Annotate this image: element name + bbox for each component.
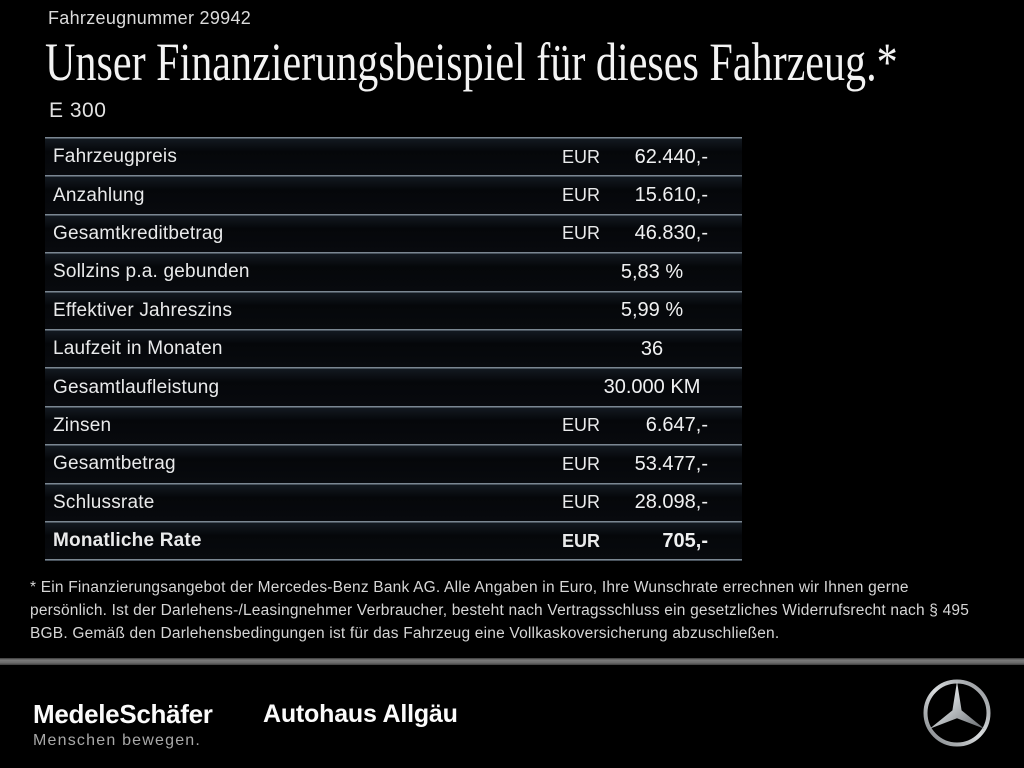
- row-value-cell: EUR 46.830,-: [562, 222, 742, 245]
- row-value: 5,83 %: [620, 260, 684, 283]
- model-name: E 300: [49, 99, 107, 122]
- row-value: 46.830,-: [634, 222, 708, 245]
- currency-label: EUR: [562, 415, 601, 436]
- row-label: Gesamtbetrag: [53, 453, 176, 475]
- table-row-schlussrate: Schlussrate EUR 28.098,-: [45, 484, 742, 521]
- row-divider: [45, 290, 742, 293]
- row-value-cell: 36: [562, 338, 742, 361]
- row-divider: [45, 520, 742, 523]
- row-label: Anzahlung: [53, 184, 145, 206]
- table-row-laufzeit: Laufzeit in Monaten 36: [45, 330, 742, 368]
- row-value-cell: EUR 6.647,-: [562, 414, 742, 437]
- row-value: 15.610,-: [634, 184, 708, 207]
- row-value: 705,-: [662, 529, 708, 552]
- row-value: 62.440,-: [634, 145, 708, 168]
- row-divider: [45, 405, 742, 408]
- page-title: Unser Finanzierungsbeispiel für dieses F…: [45, 32, 898, 92]
- row-value: 53.477,-: [634, 452, 708, 475]
- table-row-gesamtlaufleistung: Gesamtlaufleistung 30.000 KM: [45, 369, 742, 406]
- row-value-cell: 5,83 %: [562, 261, 742, 284]
- dealer-logo-autohaus-allgaeu: Autohaus Allgäu: [263, 700, 458, 728]
- row-value-cell: 5,99 %: [562, 299, 742, 322]
- mercedes-star-icon: [921, 677, 993, 749]
- table-row-monatliche-rate: Monatliche Rate EUR 705,-: [45, 522, 742, 560]
- financing-footnote: * Ein Finanzierungsangebot der Mercedes-…: [30, 579, 970, 642]
- row-divider: [45, 444, 742, 447]
- footer-divider-bar: [0, 658, 1024, 665]
- row-value-cell: EUR 15.610,-: [562, 184, 742, 207]
- row-divider: [45, 367, 742, 370]
- table-row-fahrzeugpreis: Fahrzeugpreis EUR 62.440,-: [45, 139, 742, 176]
- table-row-gesamtkreditbetrag: Gesamtkreditbetrag EUR 46.830,-: [45, 215, 742, 253]
- row-value-cell: EUR 53.477,-: [562, 453, 742, 476]
- row-value: 5,99 %: [620, 299, 684, 322]
- currency-label: EUR: [562, 185, 601, 206]
- table-row-effektiver-jahreszins: Effektiver Jahreszins 5,99 %: [45, 292, 742, 329]
- row-divider: [45, 328, 742, 331]
- table-row-gesamtbetrag: Gesamtbetrag EUR 53.477,-: [45, 446, 742, 483]
- dealer-tagline: Menschen bewegen.: [33, 732, 202, 749]
- row-value-cell: EUR 28.098,-: [562, 491, 742, 514]
- currency-label: EUR: [562, 223, 601, 244]
- row-label: Monatliche Rate: [53, 530, 202, 552]
- vehicle-number: Fahrzeugnummer 29942: [48, 8, 252, 28]
- row-divider: [45, 213, 742, 216]
- row-value: 28.098,-: [634, 491, 708, 514]
- row-label: Gesamtkreditbetrag: [53, 222, 224, 244]
- row-divider: [45, 482, 742, 485]
- row-label: Gesamtlaufleistung: [53, 376, 220, 398]
- table-row-zinsen: Zinsen EUR 6.647,-: [45, 407, 742, 445]
- currency-label: EUR: [562, 530, 601, 551]
- financing-table: Fahrzeugpreis EUR 62.440,- Anzahlung EUR…: [45, 137, 742, 562]
- row-label: Laufzeit in Monaten: [53, 338, 223, 360]
- dealer-logo-medele-schaefer: MedeleSchäfer: [33, 699, 213, 729]
- row-divider: [45, 175, 742, 178]
- row-value-cell: EUR 62.440,-: [562, 146, 742, 169]
- row-label: Sollzins p.a. gebunden: [53, 261, 250, 283]
- currency-label: EUR: [562, 492, 601, 513]
- row-value-cell: 30.000 KM: [562, 376, 742, 399]
- row-label: Schlussrate: [53, 491, 155, 513]
- table-row-anzahlung: Anzahlung EUR 15.610,-: [45, 177, 742, 214]
- currency-label: EUR: [562, 146, 601, 167]
- currency-label: EUR: [562, 453, 601, 474]
- row-value: 30.000 KM: [603, 376, 701, 399]
- row-divider: [45, 137, 742, 139]
- row-value: 6.647,-: [645, 414, 708, 437]
- row-label: Zinsen: [53, 414, 112, 436]
- row-divider: [45, 559, 742, 562]
- table-row-sollzins: Sollzins p.a. gebunden 5,83 %: [45, 254, 742, 291]
- row-label: Fahrzeugpreis: [53, 146, 178, 168]
- row-divider: [45, 252, 742, 255]
- row-value: 36: [640, 337, 664, 360]
- row-value-cell: EUR 705,-: [562, 530, 742, 553]
- row-label: Effektiver Jahreszins: [53, 299, 233, 321]
